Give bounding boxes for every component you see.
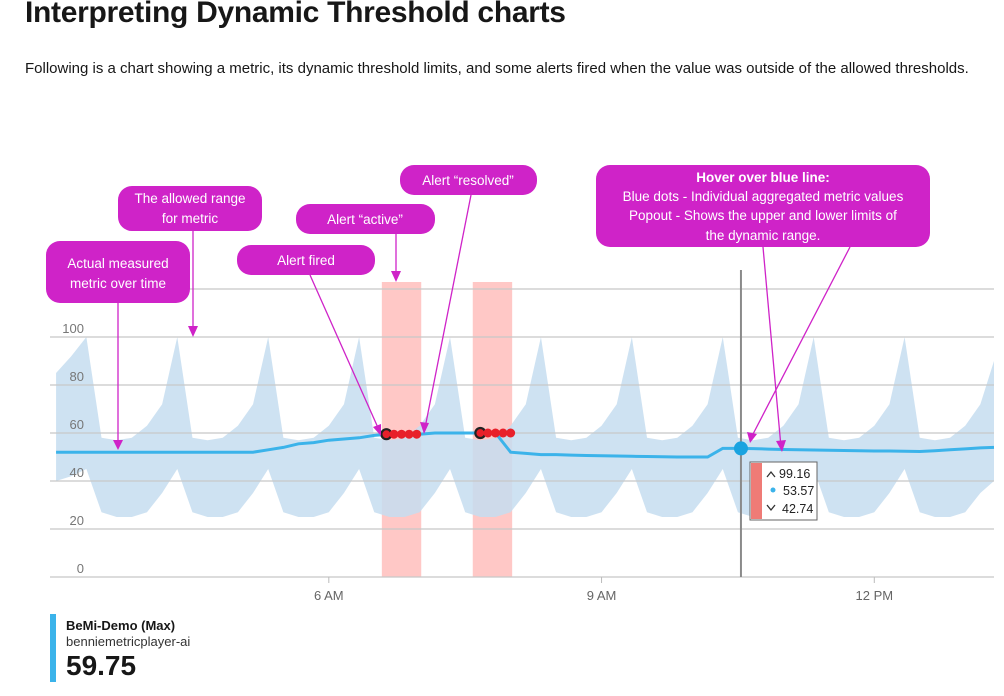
legend-series-name: BeMi-Demo (Max) <box>66 618 176 633</box>
alert-active-dot <box>389 429 399 439</box>
y-tick-label: 40 <box>70 465 84 480</box>
y-tick-label: 60 <box>70 417 84 432</box>
callout-text: the dynamic range. <box>706 228 821 243</box>
alert-active-dot <box>506 428 516 438</box>
tooltip-strip <box>751 463 762 519</box>
callout-text: Alert fired <box>277 253 335 268</box>
callout-text: Popout - Shows the upper and lower limit… <box>629 208 897 223</box>
tooltip-upper: 99.16 <box>779 467 810 481</box>
callout-alert-active: Alert “active” <box>296 204 435 282</box>
alert-active-dot <box>498 428 508 438</box>
alert-active-dot <box>483 428 493 438</box>
legend-resource: benniemetricplayer-ai <box>66 634 191 649</box>
callout-actual-metric: Actual measured metric over time <box>46 241 190 450</box>
legend-value: 59.75 <box>66 650 137 681</box>
callout-text: Alert “resolved” <box>422 173 514 188</box>
callout-alert-resolved: Alert “resolved” <box>400 165 537 434</box>
callout-allowed-range: The allowed range for metric <box>118 186 262 337</box>
x-tick-label: 6 AM <box>314 588 344 603</box>
threshold-band <box>56 337 995 517</box>
y-tick-label: 0 <box>77 561 84 576</box>
dot-icon <box>770 487 776 493</box>
y-tick-label: 80 <box>70 369 84 384</box>
y-tick-label: 20 <box>70 513 84 528</box>
callout-text: The allowed range <box>134 191 245 206</box>
alert-active-dot <box>412 429 422 439</box>
alert-active-dot <box>490 428 500 438</box>
tooltip-lower: 42.74 <box>782 502 813 516</box>
hover-tooltip: 99.16 53.57 42.74 <box>749 461 818 521</box>
intro-paragraph: Following is a chart showing a metric, i… <box>25 60 969 77</box>
callout-text: metric over time <box>70 276 166 291</box>
x-tick-label: 9 AM <box>587 588 617 603</box>
callout-text: Actual measured <box>67 256 168 271</box>
chevron-down-icon <box>766 504 776 512</box>
alert-active-dot <box>397 429 407 439</box>
callout-text: Alert “active” <box>327 212 403 227</box>
hover-point <box>733 441 748 456</box>
tooltip-value: 53.57 <box>783 484 814 498</box>
y-tick-label: 100 <box>62 321 84 336</box>
callout-text: Blue dots - Individual aggregated metric… <box>623 189 904 204</box>
chevron-up-icon <box>766 470 776 478</box>
callout-hover: Hover over blue line: Blue dots - Indivi… <box>596 165 930 452</box>
callout-alert-fired: Alert fired <box>237 245 381 436</box>
page-title: Interpreting Dynamic Threshold charts <box>25 0 566 29</box>
callout-text: for metric <box>162 211 219 226</box>
metric-line <box>56 431 995 459</box>
x-tick-label: 12 PM <box>856 588 894 603</box>
callout-text: Hover over blue line: <box>696 170 830 185</box>
legend-color-bar <box>50 614 56 682</box>
alert-active-dot <box>404 429 414 439</box>
